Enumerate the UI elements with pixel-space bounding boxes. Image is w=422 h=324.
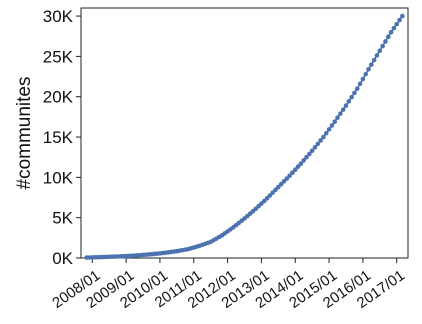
y-axis: 0K 5K 10K 15K 20K 25K 30K [43, 7, 81, 268]
series-marker [281, 179, 287, 184]
series-marker [315, 141, 321, 147]
data-point [388, 29, 394, 35]
series-marker [326, 127, 332, 132]
series-marker [335, 115, 340, 120]
plot-frame [80, 7, 409, 259]
series-marker [357, 81, 363, 87]
y-tick-label: 0K [52, 249, 73, 268]
y-tick-label: 25K [43, 47, 74, 66]
x-axis: 2008/012009/012010/012011/012012/012013/… [49, 258, 408, 312]
series-marker [312, 145, 318, 150]
data-point [343, 103, 349, 108]
data-point [377, 48, 383, 54]
series-marker [338, 111, 343, 116]
series-marker [267, 193, 273, 198]
series-marker [292, 167, 298, 172]
y-tick-label: 10K [43, 168, 74, 187]
data-point [276, 184, 281, 190]
series-marker [284, 176, 290, 181]
data-point [309, 148, 315, 154]
series-marker [391, 25, 397, 31]
series-marker [290, 170, 295, 176]
series-marker [369, 62, 374, 67]
series-marker [397, 17, 402, 23]
series-marker [278, 181, 284, 187]
series-marker [270, 190, 275, 195]
data-point [321, 134, 326, 140]
series-marker [394, 21, 400, 27]
y-tick-label: 15K [43, 128, 74, 147]
series-marker [273, 187, 278, 193]
series-marker [307, 151, 312, 157]
series-line [86, 15, 404, 259]
series-marker [380, 43, 385, 49]
y-tick-label: 20K [43, 88, 74, 107]
data-point [332, 119, 338, 125]
series-marker [371, 57, 377, 63]
series-marker [374, 53, 380, 58]
series-marker [383, 39, 388, 44]
series-group [84, 13, 405, 260]
series-marker [346, 99, 352, 104]
series-marker [295, 164, 301, 169]
y-tick-label: 5K [52, 209, 73, 228]
series-marker [340, 107, 346, 112]
y-tick-label: 30K [43, 7, 74, 26]
series-marker [301, 158, 306, 163]
data-point [400, 13, 405, 19]
data-point [287, 173, 292, 179]
data-point [298, 161, 304, 166]
series-marker [329, 123, 335, 128]
data-point [366, 66, 371, 72]
series-marker [323, 130, 329, 136]
series-marker [318, 138, 323, 143]
series-marker [352, 90, 357, 96]
data-point [264, 196, 270, 201]
series-marker [363, 71, 369, 77]
data-point [354, 86, 360, 91]
series-marker [349, 94, 354, 100]
y-axis-title: #communites [14, 77, 35, 190]
series-marker [304, 154, 309, 160]
series-marker [385, 34, 391, 40]
series-marker [360, 76, 366, 82]
